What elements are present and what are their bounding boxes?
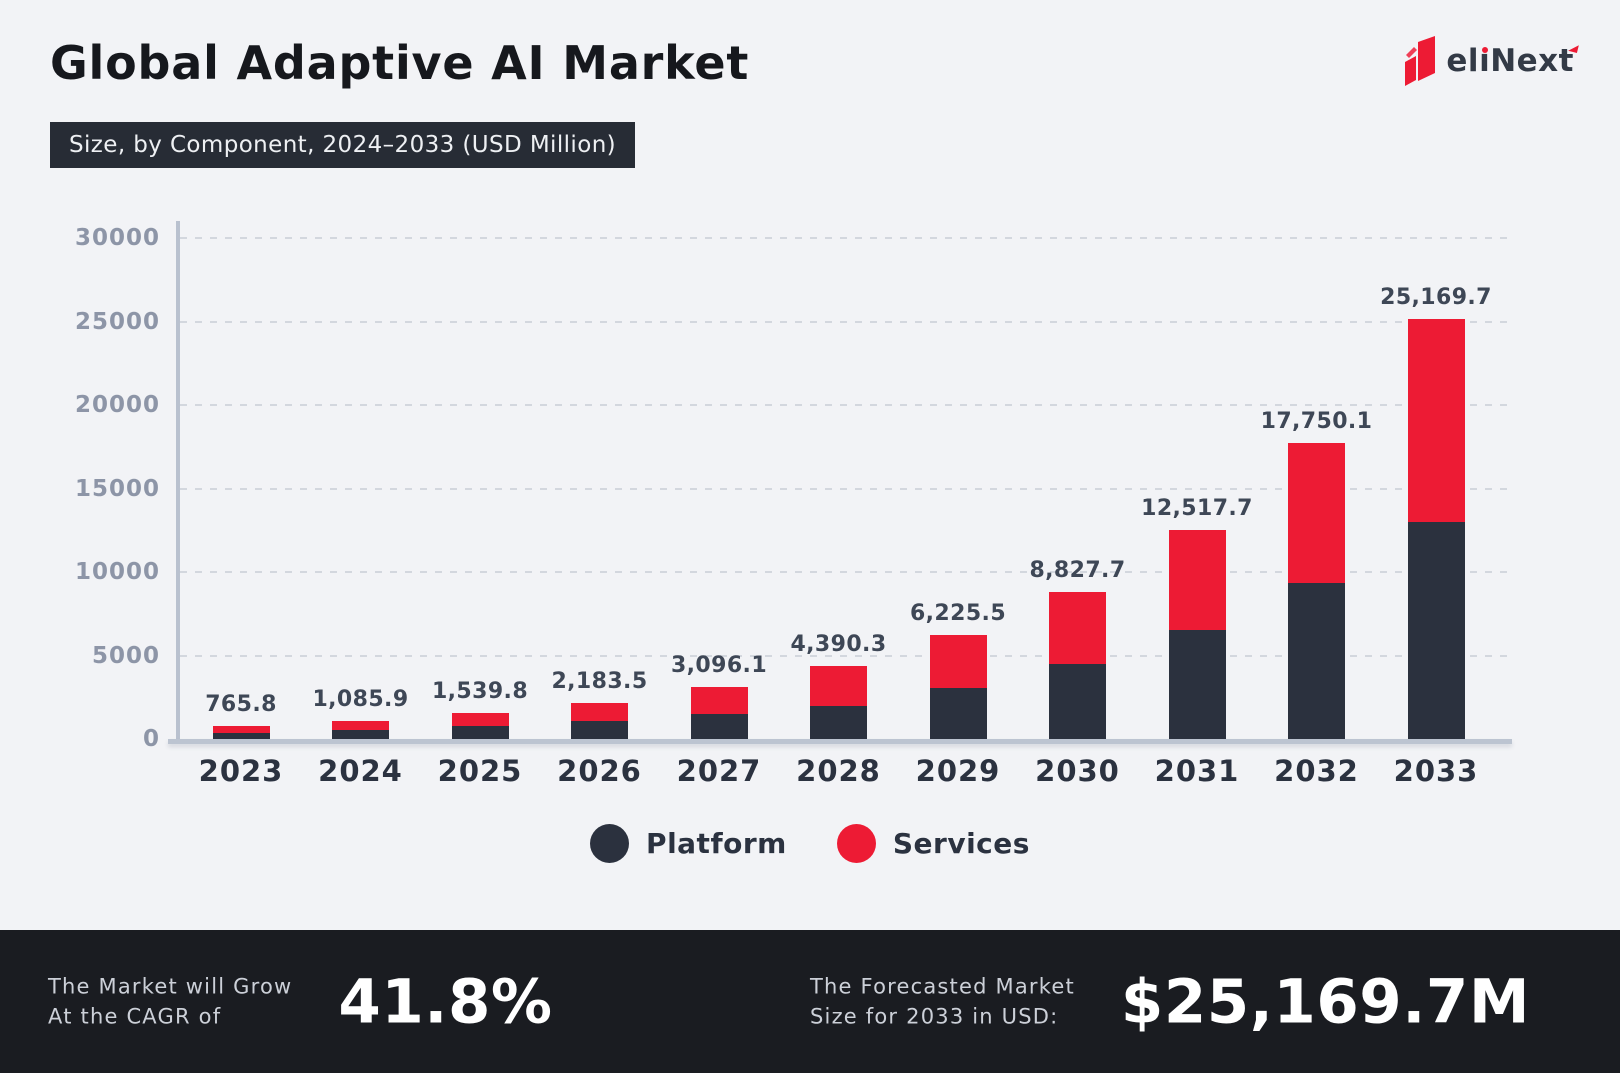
forecast-stat: The Forecasted Market Size for 2033 in U… bbox=[810, 966, 1530, 1037]
y-tick-label-0: 0 bbox=[142, 726, 160, 752]
bar-segment-services-2026 bbox=[571, 703, 628, 721]
bar-total-label-2032: 17,750.1 bbox=[1260, 409, 1373, 434]
wordmark-t: t bbox=[1559, 43, 1579, 79]
y-tick-label-30000: 30000 bbox=[74, 225, 160, 251]
x-tick-label-2024: 2024 bbox=[318, 754, 403, 788]
gridline-25000 bbox=[180, 320, 1510, 323]
bar-segment-services-2025 bbox=[451, 713, 509, 726]
bar-segment-services-2028 bbox=[810, 666, 867, 706]
bar-2030 bbox=[1049, 592, 1106, 739]
y-tick-label-20000: 20000 bbox=[74, 392, 160, 418]
bar-2031 bbox=[1168, 530, 1226, 739]
bar-total-label-2023: 765.8 bbox=[205, 692, 277, 717]
x-tick-label-2025: 2025 bbox=[437, 754, 523, 788]
y-tick-label-5000: 5000 bbox=[91, 642, 160, 669]
gridline-30000 bbox=[180, 237, 1510, 239]
forecast-stat-value: $25,169.7M bbox=[1120, 966, 1531, 1037]
chart-legend: Platform Services bbox=[0, 824, 1620, 863]
x-tick-label-2026: 2026 bbox=[557, 754, 642, 788]
bar-total-label-2026: 2,183.5 bbox=[551, 669, 648, 694]
bar-2028 bbox=[810, 666, 867, 739]
bar-segment-services-2032 bbox=[1288, 443, 1345, 583]
gridline-10000 bbox=[180, 571, 1510, 573]
services-dot-icon bbox=[836, 824, 876, 863]
y-axis-line bbox=[176, 221, 180, 743]
cagr-stat-value: 41.8% bbox=[338, 966, 553, 1037]
stats-footer: The Market will Grow At the CAGR of 41.8… bbox=[0, 930, 1620, 1073]
x-tick-label-2023: 2023 bbox=[198, 754, 284, 788]
bar-total-label-2033: 25,169.7 bbox=[1380, 285, 1492, 310]
bar-segment-services-2029 bbox=[929, 635, 987, 688]
elinext-logo-icon bbox=[1405, 36, 1436, 86]
bar-segment-platform-2028 bbox=[810, 706, 867, 739]
bar-segment-platform-2026 bbox=[571, 721, 628, 739]
bar-segment-services-2024 bbox=[332, 721, 389, 730]
y-tick-label-25000: 25000 bbox=[74, 308, 160, 335]
bar-segment-platform-2029 bbox=[929, 688, 987, 739]
forecast-stat-label: The Forecasted Market Size for 2033 in U… bbox=[810, 974, 1075, 1029]
bar-2026 bbox=[571, 703, 628, 739]
bar-2024 bbox=[332, 721, 389, 739]
x-tick-label-2030: 2030 bbox=[1035, 754, 1120, 788]
bar-2033 bbox=[1407, 319, 1465, 739]
bar-total-label-2030: 8,827.7 bbox=[1029, 558, 1126, 583]
y-tick-label-15000: 15000 bbox=[74, 475, 160, 502]
page-title: Global Adaptive AI Market bbox=[50, 36, 750, 90]
bar-segment-platform-2024 bbox=[332, 730, 389, 739]
bar-segment-services-2027 bbox=[690, 687, 748, 714]
subtitle-badge: Size, by Component, 2024–2033 (USD Milli… bbox=[50, 122, 636, 168]
bar-segment-services-2023 bbox=[212, 726, 270, 733]
y-tick-label-10000: 10000 bbox=[74, 559, 160, 585]
elinext-logo: el ı Nex t bbox=[1405, 36, 1579, 86]
bar-2023 bbox=[212, 726, 270, 739]
bar-2029 bbox=[929, 635, 987, 739]
bar-segment-platform-2023 bbox=[212, 733, 270, 739]
legend-label-services: Services bbox=[892, 827, 1030, 860]
bar-total-label-2028: 4,390.3 bbox=[790, 632, 887, 657]
bar-segment-platform-2032 bbox=[1288, 583, 1345, 739]
bar-total-label-2024: 1,085.9 bbox=[312, 687, 409, 712]
bar-total-label-2025: 1,539.8 bbox=[431, 679, 529, 704]
x-tick-label-2029: 2029 bbox=[915, 754, 1001, 788]
bar-segment-services-2030 bbox=[1049, 592, 1106, 664]
cagr-stat-label: The Market will Grow At the CAGR of bbox=[48, 974, 293, 1029]
cagr-stat: The Market will Grow At the CAGR of 41.8… bbox=[48, 966, 553, 1037]
x-tick-label-2031: 2031 bbox=[1154, 754, 1240, 788]
bar-segment-platform-2030 bbox=[1049, 664, 1106, 739]
bar-2027 bbox=[690, 687, 748, 739]
elinext-wordmark: el ı Nex t bbox=[1446, 43, 1579, 79]
gridline-20000 bbox=[180, 404, 1510, 406]
bar-segment-platform-2031 bbox=[1168, 630, 1226, 739]
x-tick-label-2027: 2027 bbox=[676, 754, 762, 788]
wordmark-i: ı bbox=[1479, 43, 1491, 79]
x-tick-label-2028: 2028 bbox=[796, 754, 881, 788]
bar-2032 bbox=[1288, 443, 1345, 739]
bar-2025 bbox=[451, 713, 509, 739]
x-tick-label-2033: 2033 bbox=[1393, 754, 1479, 788]
bar-segment-platform-2025 bbox=[451, 726, 509, 739]
bar-total-label-2029: 6,225.5 bbox=[909, 601, 1007, 626]
x-axis-line bbox=[168, 739, 1512, 744]
logo-i-dot-icon bbox=[1481, 47, 1488, 53]
wordmark-nex: Nex bbox=[1490, 43, 1559, 79]
gridline-15000 bbox=[180, 487, 1510, 490]
bar-total-label-2031: 12,517.7 bbox=[1141, 496, 1253, 521]
wordmark-el: el bbox=[1446, 43, 1480, 79]
legend-label-platform: Platform bbox=[646, 827, 787, 860]
legend-item-platform: Platform bbox=[590, 824, 787, 863]
legend-item-services: Services bbox=[836, 824, 1030, 863]
platform-dot-icon bbox=[590, 824, 630, 863]
stacked-bar-chart: 0 5000 10000 15000 20000 25000 30000 765.8 2023 1… bbox=[75, 221, 1512, 788]
bar-segment-platform-2027 bbox=[690, 714, 748, 739]
x-tick-label-2032: 2032 bbox=[1274, 754, 1359, 788]
bar-total-label-2027: 3,096.1 bbox=[670, 653, 768, 678]
bar-segment-services-2031 bbox=[1168, 530, 1226, 630]
bar-segment-services-2033 bbox=[1407, 319, 1465, 522]
bar-segment-platform-2033 bbox=[1407, 522, 1465, 739]
gridline-5000 bbox=[180, 654, 1510, 657]
